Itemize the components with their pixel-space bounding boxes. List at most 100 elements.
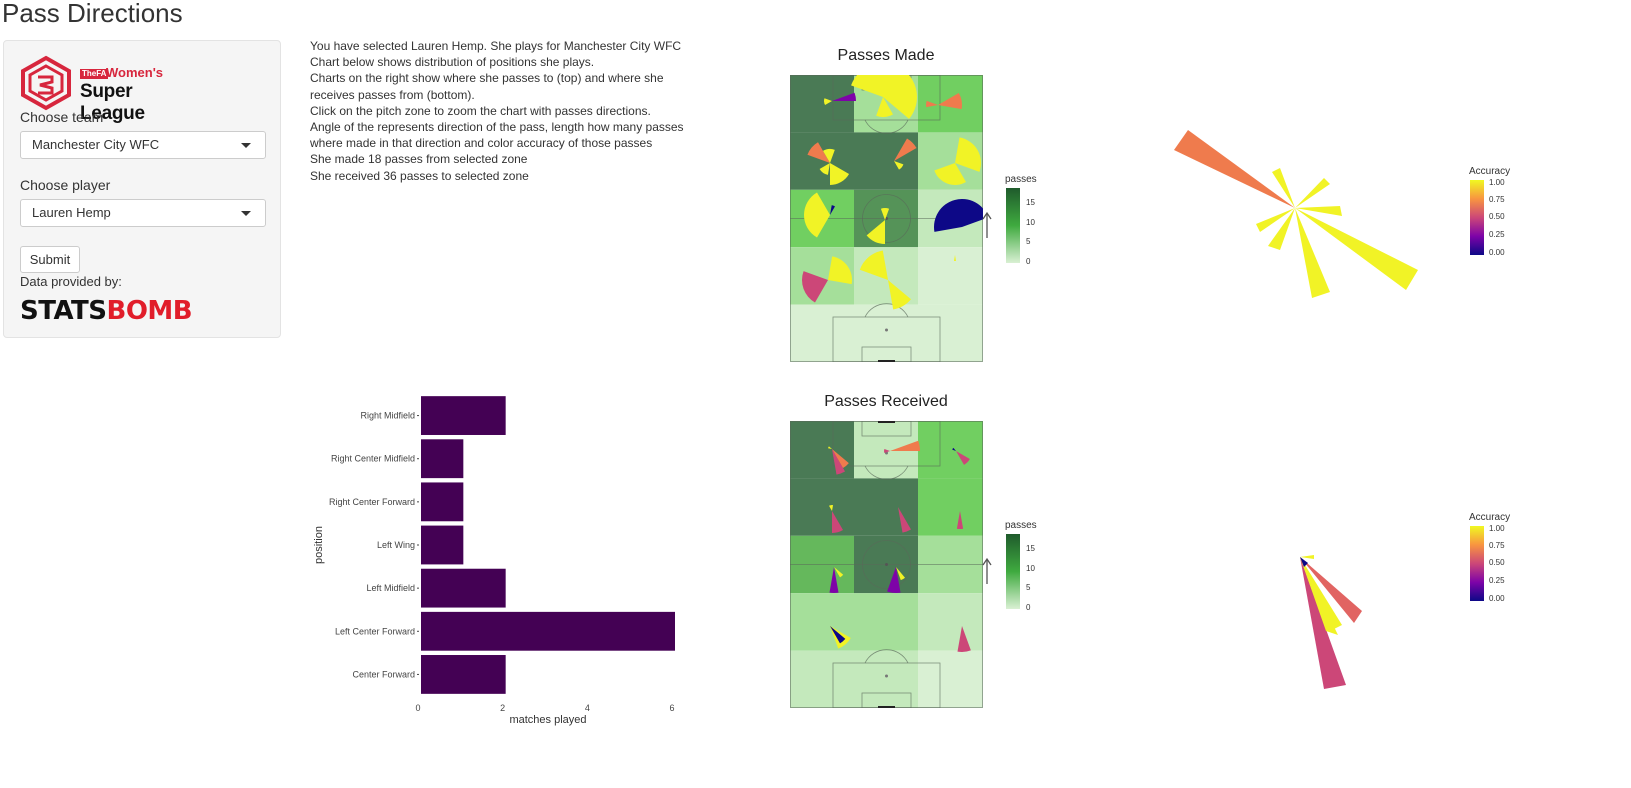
goal-box-bottom [861, 346, 912, 362]
bar [421, 655, 506, 694]
pitch-zone [790, 650, 854, 708]
pass-direction-wedge [890, 440, 920, 451]
rose-wedge [1300, 555, 1314, 559]
provided-label: Data provided by: [20, 274, 122, 289]
penalty-box-bottom [832, 662, 941, 708]
rose-wedge [1300, 557, 1308, 567]
pass-direction-wedge [894, 161, 904, 170]
pass-direction-wedge [832, 449, 849, 469]
chevron-down-icon [241, 211, 251, 216]
rose-wedge [1256, 208, 1295, 232]
pass-direction-wedge [957, 626, 971, 652]
passes-legend-colorbar [1006, 188, 1020, 263]
attack-direction-arrow-icon [982, 557, 992, 584]
pass-direction-wedge [876, 97, 893, 117]
passes-made-pitch[interactable] [790, 75, 983, 362]
pitch-zone [790, 304, 854, 362]
bar [421, 439, 464, 479]
accuracy-legend-colorbar [1470, 180, 1484, 255]
info-line: where made in that direction and color a… [310, 136, 653, 151]
rose-wedge [1174, 130, 1295, 208]
legend-tick: 15 [1026, 544, 1035, 553]
pass-direction-wedge [828, 446, 832, 449]
pass-direction-wedge [953, 255, 957, 261]
penalty-arc-top [864, 119, 909, 134]
pass-direction-wedge [938, 93, 962, 110]
legend-tick: 0.75 [1489, 195, 1505, 204]
fa-tag: TheFA [80, 69, 109, 79]
center-circle [862, 540, 911, 589]
penalty-arc-bottom [864, 303, 909, 318]
rose-wedge [1268, 208, 1295, 250]
pass-direction-wedge [926, 100, 938, 108]
legend-tick: 1.00 [1489, 524, 1505, 533]
pass-direction-wedge [898, 507, 911, 533]
positions-bar-chart: Right Midfield Right Center Midfield Right… [313, 396, 675, 726]
legend-tick: 0.50 [1489, 212, 1505, 221]
legend-tick: 0 [1026, 603, 1031, 612]
goal-box-top [861, 421, 912, 437]
passes-received-pitch[interactable] [790, 421, 983, 708]
pass-direction-wedge [832, 92, 856, 101]
page-title: Pass Directions [2, 0, 183, 28]
legend-tick: 0.75 [1489, 541, 1505, 550]
legend-tick: 0.00 [1489, 248, 1505, 257]
statsbomb-logo-part2: BOMB [106, 296, 193, 326]
pitch-zone [918, 478, 983, 536]
passes-made-zoom-rose [1174, 130, 1418, 298]
pass-direction-wedge [819, 163, 830, 175]
accuracy-legend-title: Accuracy [1469, 512, 1511, 523]
passes-received-zoom-rose [1300, 555, 1362, 689]
legend-tick: 0.00 [1489, 594, 1505, 603]
pitch-zone [790, 478, 854, 536]
accuracy-legend-colorbar [1470, 526, 1484, 601]
pass-direction-wedge [829, 505, 834, 511]
penalty-spot [885, 328, 888, 332]
legend-tick: 0.25 [1489, 230, 1505, 239]
team-select[interactable]: Manchester City WFC [20, 131, 266, 159]
player-select[interactable]: Lauren Hemp [20, 199, 266, 227]
info-line: Click on the pitch zone to zoom the char… [310, 103, 651, 118]
submit-button[interactable]: Submit [20, 246, 80, 273]
pitch-zone [918, 304, 983, 362]
pass-direction-wedge [956, 451, 970, 465]
x-tick-label: 2 [500, 703, 505, 713]
legend-tick: 0 [1026, 257, 1031, 266]
rose-wedge [1300, 557, 1342, 631]
info-line: Charts on the right show where she passe… [310, 71, 664, 86]
passes-made-title: Passes Made [837, 47, 935, 64]
pass-direction-wedge [830, 626, 846, 644]
pass-direction-wedge [830, 163, 850, 185]
info-text: You have selected Lauren Hemp. She plays… [310, 38, 710, 184]
bar [421, 396, 506, 435]
legend-tick: 0.50 [1489, 558, 1505, 567]
rose-wedge [1300, 557, 1346, 689]
x-tick-label: 6 [669, 703, 674, 713]
bar [421, 611, 675, 651]
wsl-logo: TheFA Women's Super League [18, 55, 198, 124]
pitch-zone [854, 650, 918, 708]
penalty-arc-bottom [864, 649, 909, 664]
info-line: You have selected Lauren Hemp. She plays… [310, 39, 682, 53]
bar-category-label: Right Center Forward [329, 497, 415, 507]
pass-direction-wedge [896, 567, 905, 581]
pass-direction-wedge [884, 448, 890, 454]
info-line: receives passes from (bottom). [310, 87, 475, 102]
statsbomb-logo-part1: STATS [20, 296, 107, 326]
goal-bottom [878, 360, 895, 362]
legend-tick: 1.00 [1489, 178, 1505, 187]
rose-wedge [1295, 208, 1330, 298]
pass-direction-wedge [834, 567, 844, 578]
pass-direction-wedge [859, 250, 888, 280]
penalty-arc-top [864, 465, 909, 480]
bar-category-label: Right Center Midfield [331, 454, 415, 464]
pass-direction-wedge [832, 511, 843, 533]
rose-wedge [1295, 178, 1330, 208]
legend-tick: 5 [1026, 583, 1031, 592]
rose-wedge [1272, 168, 1295, 208]
player-label: Choose player [20, 177, 111, 193]
passes-legend-title: passes [1005, 520, 1037, 531]
legend-tick: 15 [1026, 198, 1035, 207]
passes-received-title: Passes Received [824, 393, 948, 410]
pass-direction-wedge [866, 220, 885, 244]
